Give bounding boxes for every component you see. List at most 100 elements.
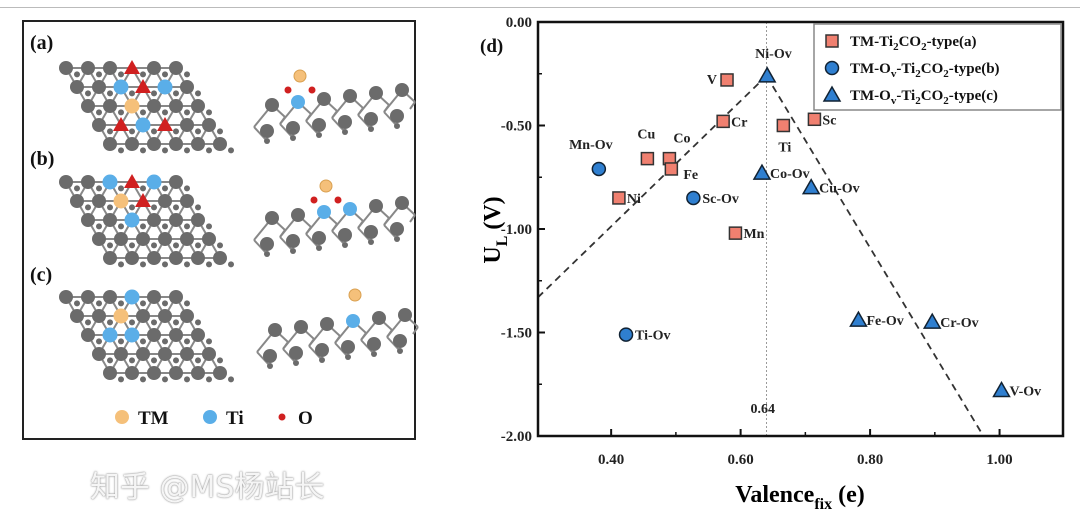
- oxygen-atom: [135, 193, 151, 207]
- data-label-sc: Sc: [822, 113, 836, 128]
- data-label-cu-ov: Cu-Ov: [819, 182, 859, 197]
- small-atom: [184, 338, 190, 345]
- lattice-atom: [263, 349, 277, 363]
- legend-label-0: TM-Ti2CO2-type(a): [850, 34, 977, 53]
- lattice-atom: [338, 115, 352, 129]
- small-atom: [129, 90, 135, 97]
- small-atom: [173, 357, 179, 364]
- small-atom: [74, 185, 80, 192]
- trend-line-1: [765, 75, 985, 437]
- small-atom: [140, 109, 146, 116]
- small-atom: [342, 129, 348, 135]
- lattice-atom: [59, 175, 73, 189]
- small-atom: [151, 90, 157, 97]
- data-label-co-ov: Co-Ov: [770, 167, 810, 182]
- structures-panel: [22, 20, 416, 440]
- data-point-mn: [728, 226, 743, 240]
- bond: [308, 345, 323, 361]
- small-atom: [228, 147, 234, 154]
- small-atom: [107, 319, 113, 326]
- lattice-atom: [395, 83, 409, 97]
- ti-atom: [102, 174, 118, 190]
- small-atom: [173, 242, 179, 249]
- small-atom: [368, 126, 374, 132]
- bond: [383, 224, 398, 240]
- ti-atom: [146, 174, 162, 190]
- small-atom: [107, 128, 113, 135]
- lattice-atom: [364, 112, 378, 126]
- data-point-mn-ov: [591, 161, 607, 177]
- small-atom: [129, 242, 135, 249]
- bond: [357, 227, 372, 243]
- small-atom: [206, 376, 212, 383]
- small-atom: [184, 147, 190, 154]
- lattice-atom: [147, 61, 161, 75]
- lattice-atom: [169, 137, 183, 151]
- small-atom: [85, 90, 91, 97]
- lattice-atom: [169, 328, 183, 342]
- x-tick-label: 1.00: [986, 452, 1012, 468]
- small-atom: [195, 128, 201, 135]
- data-label-ni: Ni: [627, 192, 641, 207]
- oxygen-atom: [113, 117, 129, 131]
- data-label-ni-ov: Ni-Ov: [755, 47, 792, 62]
- lattice-atom: [125, 137, 139, 151]
- small-atom: [195, 204, 201, 211]
- bond: [253, 126, 268, 142]
- lattice-atom: [312, 118, 326, 132]
- lattice-atom: [341, 340, 355, 354]
- series-square: V Cr Ti Sc Cu Co Fe Ni Mn: [612, 73, 836, 242]
- small-atom: [173, 319, 179, 326]
- small-atom: [118, 223, 124, 230]
- o-legend-label: O: [298, 408, 313, 429]
- data-label-co: Co: [673, 132, 690, 147]
- data-label-mn: Mn: [743, 227, 764, 242]
- top-divider: [0, 7, 1080, 8]
- data-label-fe: Fe: [683, 168, 698, 183]
- data-point-sc: [807, 112, 822, 127]
- tm-atom: [113, 308, 129, 324]
- lattice-atom: [81, 328, 95, 342]
- small-atom: [184, 71, 190, 78]
- x-axis-label: Valencefix (e): [735, 482, 865, 513]
- lattice-atom: [213, 251, 227, 265]
- small-atom: [184, 300, 190, 307]
- lattice-atom: [114, 347, 128, 361]
- tm-atom: [319, 179, 333, 193]
- small-atom: [151, 357, 157, 364]
- small-atom: [151, 242, 157, 249]
- small-atom: [217, 242, 223, 249]
- small-atom: [316, 245, 322, 251]
- lattice-atom: [158, 194, 172, 208]
- lattice-atom: [147, 213, 161, 227]
- small-atom: [118, 300, 124, 307]
- data-label-cr-ov: Cr-Ov: [940, 316, 978, 331]
- tm-legend-marker: [115, 410, 129, 424]
- lattice-atom: [364, 225, 378, 239]
- lattice-atom: [158, 347, 172, 361]
- lattice-atom: [180, 347, 194, 361]
- small-atom: [195, 319, 201, 326]
- small-atom: [184, 261, 190, 268]
- x-tick-label: 0.60: [727, 452, 753, 468]
- lattice-atom: [286, 121, 300, 135]
- lattice-atom: [191, 251, 205, 265]
- small-atom: [85, 204, 91, 211]
- lattice-atom: [114, 232, 128, 246]
- small-atom: [118, 261, 124, 268]
- small-atom: [85, 319, 91, 326]
- lattice-atom: [191, 366, 205, 380]
- lattice-atom: [92, 118, 106, 132]
- small-atom: [162, 109, 168, 116]
- lattice-atom: [136, 347, 150, 361]
- vline-label: 0.64: [751, 402, 776, 417]
- data-point-ti-ov: [618, 327, 634, 342]
- lattice-atom: [169, 251, 183, 265]
- lattice-atom: [125, 366, 139, 380]
- lattice-atom: [59, 290, 73, 304]
- legend-marker-square: [825, 34, 839, 48]
- small-atom: [140, 147, 146, 154]
- oxygen-atom: [310, 196, 318, 204]
- lattice-atom: [180, 118, 194, 132]
- bond: [334, 342, 349, 358]
